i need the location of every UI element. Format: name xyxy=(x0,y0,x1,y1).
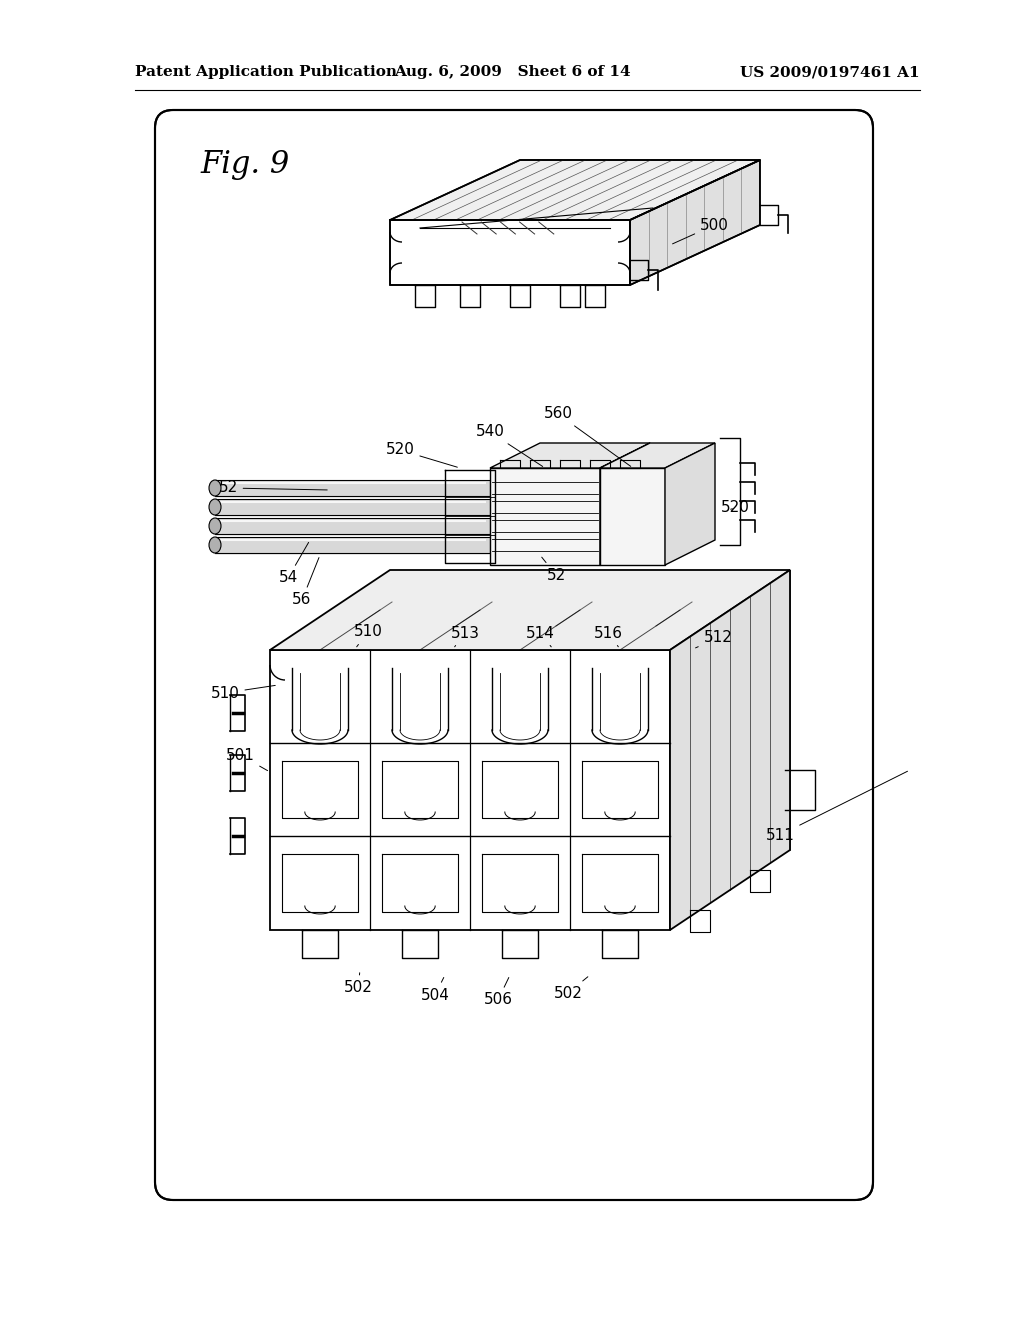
Text: 516: 516 xyxy=(594,626,623,647)
Polygon shape xyxy=(600,469,665,565)
Polygon shape xyxy=(630,160,760,285)
Polygon shape xyxy=(270,649,670,931)
Text: US 2009/0197461 A1: US 2009/0197461 A1 xyxy=(740,65,920,79)
Text: 540: 540 xyxy=(475,425,543,466)
Text: 504: 504 xyxy=(421,978,450,1002)
Text: 511: 511 xyxy=(766,771,907,842)
Ellipse shape xyxy=(209,480,221,496)
Text: 56: 56 xyxy=(292,557,318,607)
FancyBboxPatch shape xyxy=(155,110,873,1200)
Text: 510: 510 xyxy=(353,624,382,647)
Polygon shape xyxy=(665,444,715,565)
Polygon shape xyxy=(215,480,490,496)
Polygon shape xyxy=(390,220,630,285)
Text: Fig. 9: Fig. 9 xyxy=(200,149,289,181)
Text: 514: 514 xyxy=(525,626,554,647)
Ellipse shape xyxy=(209,537,221,553)
Text: 510: 510 xyxy=(211,685,275,701)
Text: 501: 501 xyxy=(225,747,267,771)
Text: 52: 52 xyxy=(218,480,328,495)
Ellipse shape xyxy=(209,499,221,515)
Ellipse shape xyxy=(209,517,221,535)
Text: 560: 560 xyxy=(544,407,631,466)
Text: 502: 502 xyxy=(344,973,373,995)
Polygon shape xyxy=(600,444,650,565)
Text: 500: 500 xyxy=(673,218,729,244)
Text: 54: 54 xyxy=(279,543,308,586)
Text: 52: 52 xyxy=(542,557,565,582)
Text: 520: 520 xyxy=(721,500,750,516)
Text: 502: 502 xyxy=(554,977,588,1001)
Text: Patent Application Publication: Patent Application Publication xyxy=(135,65,397,79)
Polygon shape xyxy=(600,444,715,469)
Polygon shape xyxy=(215,517,490,535)
Text: 520: 520 xyxy=(386,442,458,467)
Text: 513: 513 xyxy=(451,626,479,647)
Text: 512: 512 xyxy=(695,631,732,648)
Polygon shape xyxy=(215,499,490,515)
Text: 506: 506 xyxy=(483,978,512,1007)
Polygon shape xyxy=(490,469,600,565)
Polygon shape xyxy=(215,537,490,553)
Polygon shape xyxy=(490,444,650,469)
Polygon shape xyxy=(670,570,790,931)
Polygon shape xyxy=(390,160,760,220)
Polygon shape xyxy=(270,570,790,649)
Text: Aug. 6, 2009   Sheet 6 of 14: Aug. 6, 2009 Sheet 6 of 14 xyxy=(393,65,631,79)
